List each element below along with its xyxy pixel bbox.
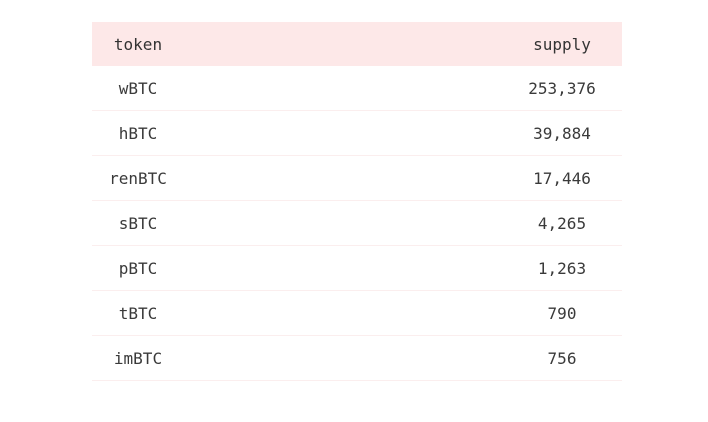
token-supply-table: token supply wBTC 253,376 hBTC 39,884 renBTC…	[92, 22, 622, 381]
token-cell: renBTC	[109, 168, 167, 188]
column-header-supply: supply	[533, 34, 591, 54]
table-row: tBTC 790	[92, 291, 622, 336]
column-header-token: token	[113, 34, 163, 54]
table-row: imBTC 756	[92, 336, 622, 381]
supply-cell: 756	[547, 348, 577, 368]
token-cell: sBTC	[118, 213, 158, 233]
supply-cell: 1,263	[537, 258, 587, 278]
table-row: wBTC 253,376	[92, 66, 622, 111]
token-cell: wBTC	[118, 78, 158, 98]
table-row: hBTC 39,884	[92, 111, 622, 156]
table-header-row: token supply	[92, 22, 622, 66]
token-cell: pBTC	[118, 258, 158, 278]
token-cell: tBTC	[118, 303, 158, 323]
supply-cell: 4,265	[537, 213, 587, 233]
supply-cell: 17,446	[533, 168, 591, 188]
token-cell: imBTC	[113, 348, 163, 368]
supply-cell: 39,884	[533, 123, 591, 143]
table-row: sBTC 4,265	[92, 201, 622, 246]
supply-cell: 253,376	[528, 78, 596, 98]
supply-cell: 790	[547, 303, 577, 323]
token-cell: hBTC	[118, 123, 158, 143]
table-row: renBTC 17,446	[92, 156, 622, 201]
table-row: pBTC 1,263	[92, 246, 622, 291]
